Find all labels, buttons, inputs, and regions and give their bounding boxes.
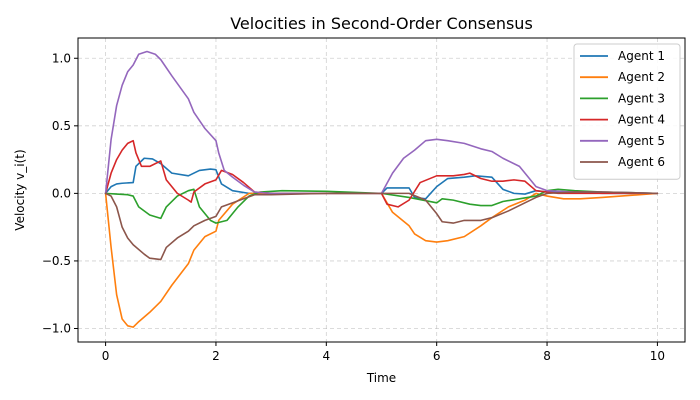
series-line-agent-6 — [104, 191, 659, 261]
series-line-agent-3 — [104, 188, 659, 224]
legend-label-agent-3: Agent 3 — [618, 91, 665, 105]
x-tick-label: 2 — [212, 349, 220, 363]
x-tick-label: 4 — [322, 349, 330, 363]
legend-label-agent-2: Agent 2 — [618, 70, 665, 84]
x-tick-label: 10 — [650, 349, 665, 363]
y-tick-label: −0.5 — [42, 254, 71, 268]
y-axis-title: Velocity v_i(t) — [13, 149, 27, 230]
y-tick-label: 1.0 — [52, 51, 71, 65]
y-tick-label: −1.0 — [42, 321, 71, 335]
ticks: 0 2 4 6 8 10 −1.0 −0.5 0.0 0.5 1.0 — [42, 51, 665, 363]
x-tick-label: 6 — [433, 349, 441, 363]
legend-label-agent-1: Agent 1 — [618, 49, 665, 63]
x-axis-title: Time — [366, 371, 396, 385]
series-line-agent-5 — [104, 50, 659, 195]
series-group — [104, 50, 659, 328]
x-tick-label: 8 — [543, 349, 551, 363]
legend-label-agent-4: Agent 4 — [618, 113, 665, 127]
chart-title: Velocities in Second-Order Consensus — [230, 14, 533, 33]
legend-label-agent-6: Agent 6 — [618, 155, 665, 169]
x-tick-label: 0 — [102, 349, 110, 363]
y-tick-label: 0.5 — [52, 119, 71, 133]
plot-frame — [77, 37, 686, 343]
y-tick-label: 0.0 — [52, 186, 71, 200]
legend-label-agent-5: Agent 5 — [618, 134, 665, 148]
legend: Agent 1 Agent 2 Agent 3 Agent 4 Agent 5 Agent… — [573, 43, 681, 180]
